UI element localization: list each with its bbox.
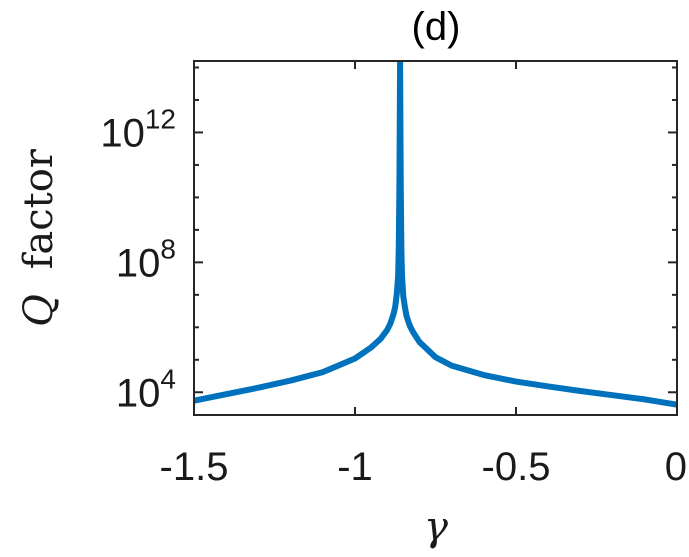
x-axis-label: γ bbox=[424, 504, 448, 550]
x-tick-label: -0.5 bbox=[482, 445, 551, 489]
x-ticks: -1.5 -1 -0.5 0 bbox=[160, 61, 687, 489]
x-tick-label: -1 bbox=[337, 445, 373, 489]
plot-layer bbox=[194, 61, 677, 408]
x-tick-label: 0 bbox=[665, 445, 687, 489]
y-tick-label: 108 bbox=[116, 233, 176, 285]
chart-title: (d) bbox=[412, 5, 461, 49]
y-axis-label-symbol: Q bbox=[16, 294, 62, 327]
series-line bbox=[194, 61, 677, 408]
plot-frame bbox=[193, 60, 678, 416]
x-tick-label: -1.5 bbox=[160, 445, 229, 489]
y-tick-label: 104 bbox=[116, 363, 176, 415]
y-tick-label: 1012 bbox=[100, 103, 176, 155]
y-ticks: 104 108 1012 bbox=[100, 66, 677, 415]
y-axis-label-text: factor bbox=[16, 148, 62, 269]
y-axis-label: Q factor bbox=[16, 148, 62, 327]
